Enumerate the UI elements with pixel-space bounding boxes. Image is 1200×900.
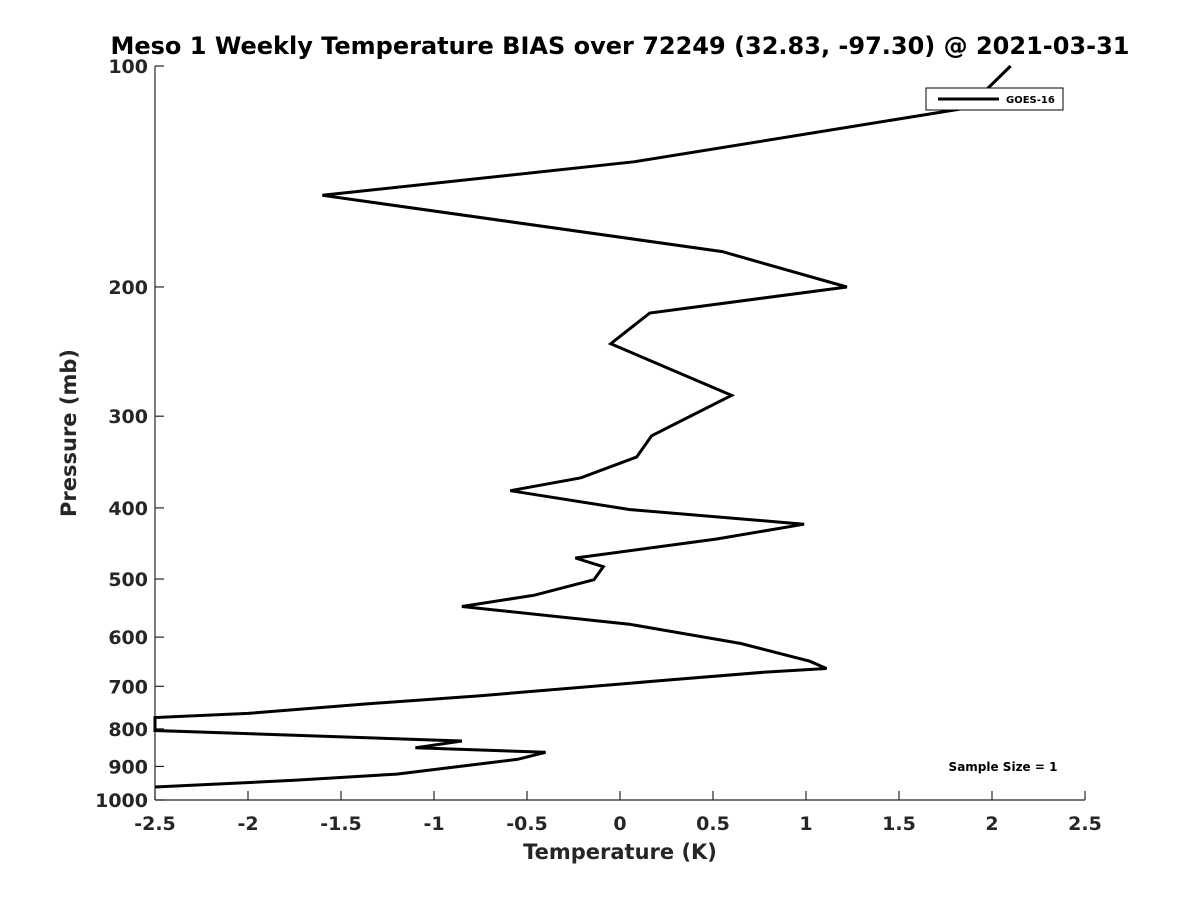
plot-axes <box>154 65 1086 801</box>
y-tick-label: 1000 <box>95 790 148 812</box>
chart-title: Meso 1 Weekly Temperature BIAS over 7224… <box>110 32 1129 60</box>
x-axis-label: Temperature (K) <box>523 840 717 864</box>
legend: GOES-16 <box>925 87 1064 111</box>
x-tick-label: -0.5 <box>506 813 548 835</box>
x-tick-label: -2.5 <box>134 813 176 835</box>
y-tick-label: 200 <box>108 277 148 299</box>
x-tick-label: -1.5 <box>320 813 362 835</box>
y-tick-label: 100 <box>108 56 148 78</box>
y-tick-label: 400 <box>108 498 148 520</box>
sample-size-annotation: Sample Size = 1 <box>949 760 1058 774</box>
y-tick-label: 800 <box>108 719 148 741</box>
series-line-goes16 <box>153 64 1012 789</box>
x-tick-label: -1 <box>423 813 444 835</box>
x-tick-label: 1 <box>799 813 812 835</box>
x-tick-label: 0 <box>613 813 626 835</box>
legend-entry-goes16: GOES-16 <box>1006 95 1055 106</box>
x-tick-label: 0.5 <box>696 813 730 835</box>
y-tick-label: 300 <box>108 406 148 428</box>
x-tick-label: -2 <box>237 813 258 835</box>
y-tick-label: 500 <box>108 569 148 591</box>
x-tick-label: 1.5 <box>882 813 916 835</box>
x-tick-label: 2 <box>985 813 998 835</box>
x-tick-label: 2.5 <box>1068 813 1102 835</box>
y-tick-label: 700 <box>108 676 148 698</box>
tick-labels: -2.5 -2 -1.5 -1 -0.5 0 0.5 1 1.5 2 2.5 100 200 300 400… <box>95 56 1102 835</box>
y-tick-label: 900 <box>108 756 148 778</box>
y-axis-label: Pressure (mb) <box>57 349 81 517</box>
y-tick-label: 600 <box>108 627 148 649</box>
